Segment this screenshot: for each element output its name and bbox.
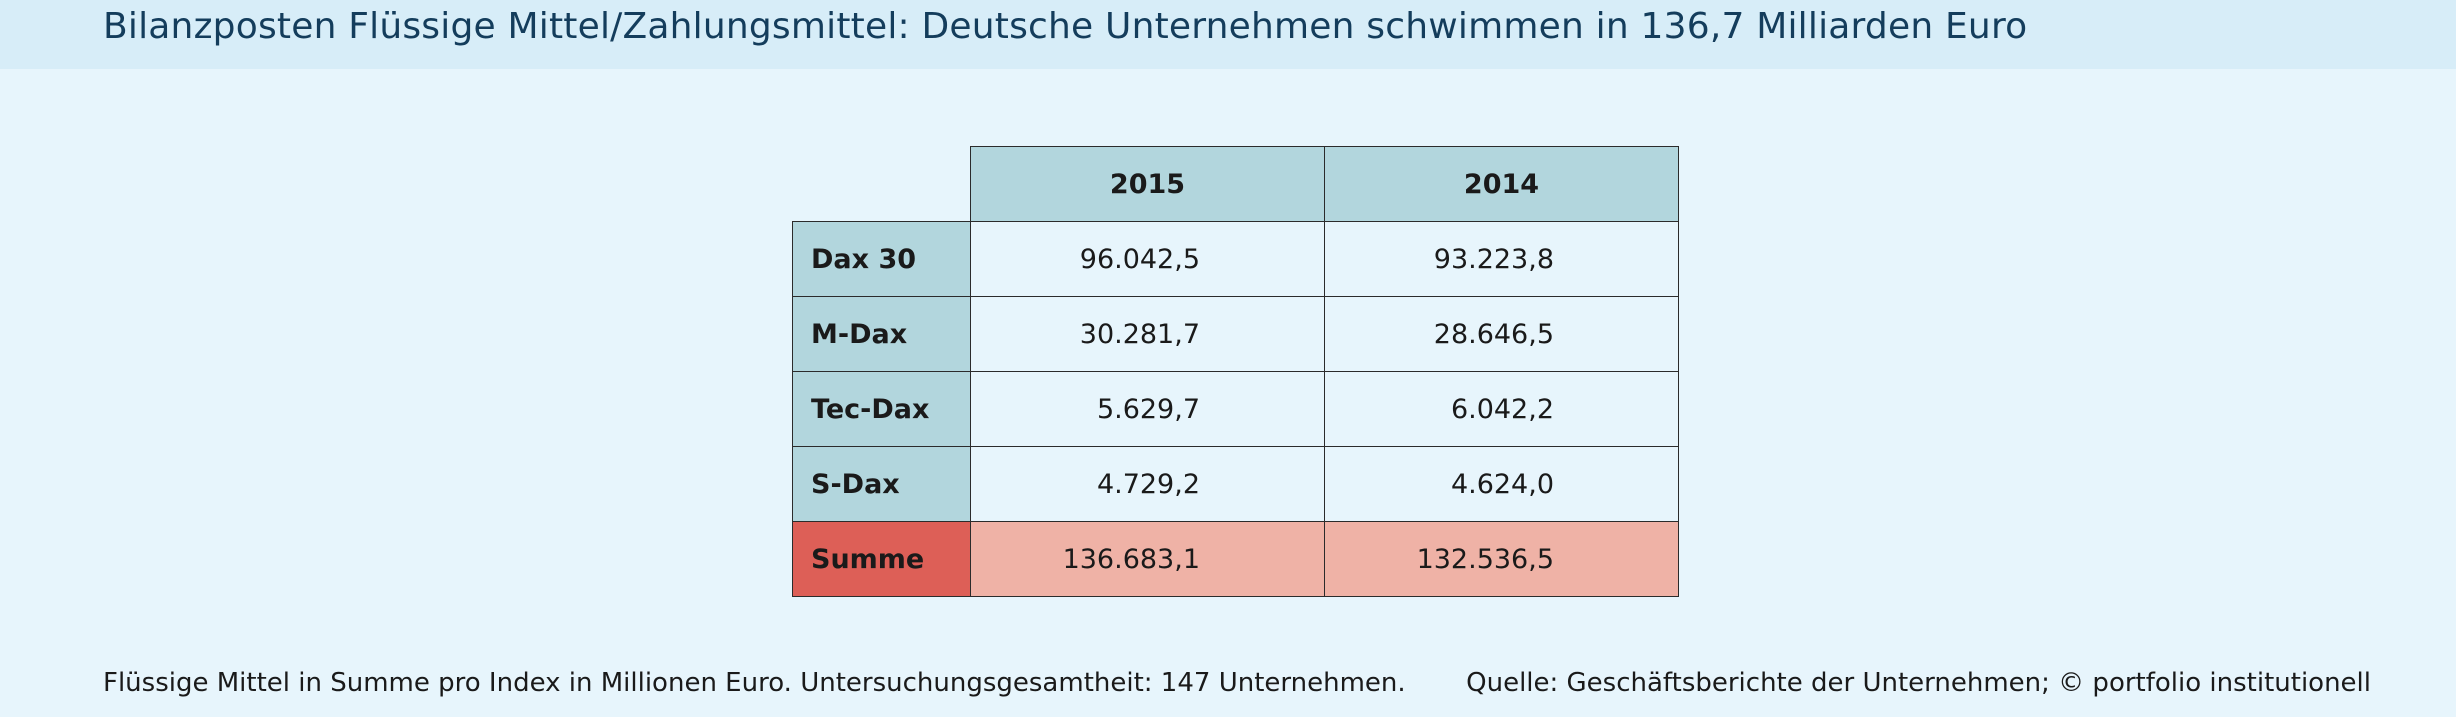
cell-tecdax-2015: 5.629,7 xyxy=(970,371,1325,447)
row-label-tecdax: Tec-Dax xyxy=(792,371,971,447)
row-label-sdax: S-Dax xyxy=(792,446,971,522)
table-corner xyxy=(793,147,971,222)
table-row: Tec-Dax 5.629,7 6.042,2 xyxy=(792,371,1679,447)
table-row: S-Dax 4.729,2 4.624,0 xyxy=(792,446,1679,522)
column-header-2015: 2015 xyxy=(970,146,1325,222)
cell-sdax-2014: 4.624,0 xyxy=(1324,446,1679,522)
cell-summe-2014: 132.536,5 xyxy=(1324,521,1679,597)
cell-sdax-2015: 4.729,2 xyxy=(970,446,1325,522)
source-note: Quelle: Geschäftsberichte der Unternehme… xyxy=(1466,668,2371,698)
row-label-mdax: M-Dax xyxy=(792,296,971,372)
footnote: Flüssige Mittel in Summe pro Index in Mi… xyxy=(103,668,1406,698)
cell-dax30-2014: 93.223,8 xyxy=(1324,221,1679,297)
cell-mdax-2015: 30.281,7 xyxy=(970,296,1325,372)
cell-summe-2015: 136.683,1 xyxy=(970,521,1325,597)
column-header-2014: 2014 xyxy=(1324,146,1679,222)
cell-mdax-2014: 28.646,5 xyxy=(1324,296,1679,372)
data-table: 2015 2014 Dax 30 96.042,5 93.223,8 M-Dax… xyxy=(792,146,1679,597)
cell-tecdax-2014: 6.042,2 xyxy=(1324,371,1679,447)
row-label-dax30: Dax 30 xyxy=(792,221,971,297)
title-bar: Bilanzposten Flüssige Mittel/Zahlungsmit… xyxy=(0,0,2456,69)
table-header-row: 2015 2014 xyxy=(793,146,1679,222)
page-title: Bilanzposten Flüssige Mittel/Zahlungsmit… xyxy=(103,6,2028,47)
table-row-sum: Summe 136.683,1 132.536,5 xyxy=(792,521,1679,597)
cell-dax30-2015: 96.042,5 xyxy=(970,221,1325,297)
row-label-summe: Summe xyxy=(792,521,971,597)
table-row: M-Dax 30.281,7 28.646,5 xyxy=(792,296,1679,372)
table-row: Dax 30 96.042,5 93.223,8 xyxy=(792,221,1679,297)
